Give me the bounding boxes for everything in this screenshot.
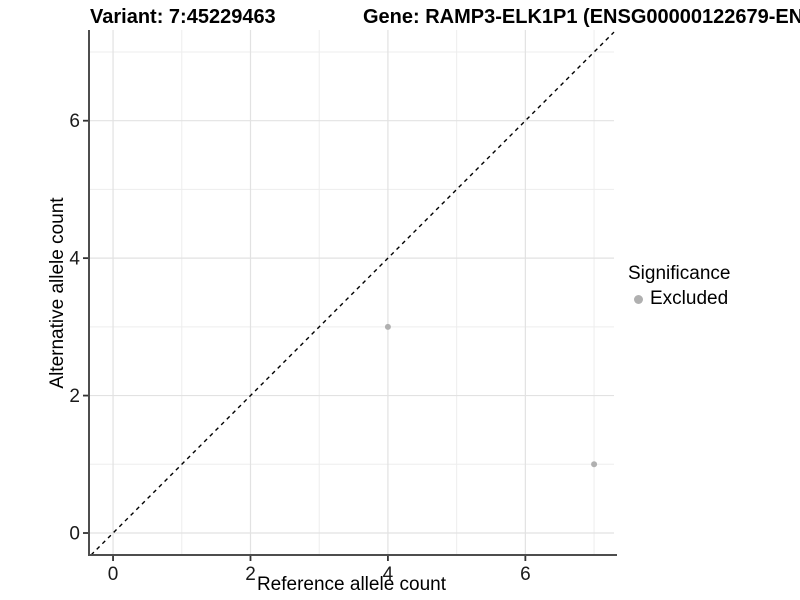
y-tick-label: 6 <box>69 111 80 132</box>
x-axis-title: Reference allele count <box>256 574 447 595</box>
legend-item: Excluded <box>628 288 730 310</box>
x-tick-label: 0 <box>108 564 119 585</box>
y-tick-label: 2 <box>69 386 80 407</box>
legend-item-label: Excluded <box>650 288 729 309</box>
legend-point-icon <box>634 294 643 304</box>
x-tick-label: 2 <box>245 564 256 585</box>
y-tick-label: 0 <box>69 524 80 545</box>
x-tick-label: 4 <box>383 564 394 585</box>
y-tick-label: 4 <box>69 249 80 270</box>
gene-title: Gene: RAMP3-ELK1P1 (ENSG00000122679-EN <box>363 6 800 28</box>
data-point <box>384 323 391 330</box>
identity-line <box>90 31 615 556</box>
y-axis-title: Alternative allele count <box>47 197 68 389</box>
legend-title: Significance <box>628 263 731 284</box>
legend-items: Excluded <box>628 288 730 310</box>
variant-title: Variant: 7:45229463 <box>90 6 276 28</box>
data-point <box>591 461 598 468</box>
legend: Significance Excluded <box>628 263 730 310</box>
x-tick-label: 6 <box>520 564 531 585</box>
